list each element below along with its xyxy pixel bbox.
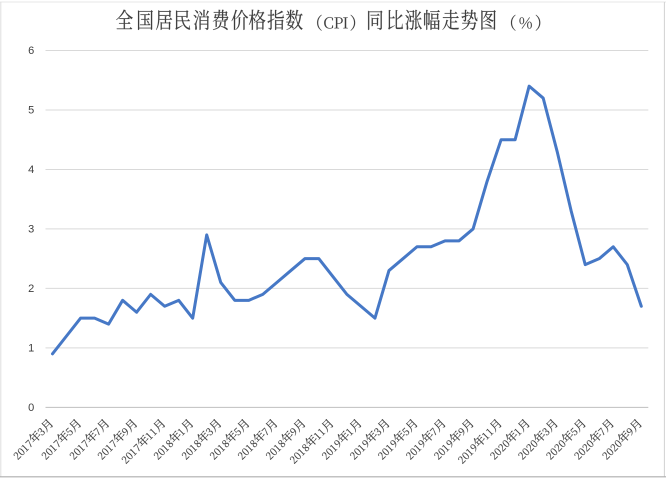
svg-text:6: 6 xyxy=(28,45,34,57)
svg-text:4: 4 xyxy=(28,164,34,176)
svg-text:2: 2 xyxy=(28,283,34,295)
svg-text:3: 3 xyxy=(28,224,34,236)
svg-text:0: 0 xyxy=(28,402,34,414)
svg-text:1: 1 xyxy=(28,343,34,355)
svg-text:5: 5 xyxy=(28,105,34,117)
